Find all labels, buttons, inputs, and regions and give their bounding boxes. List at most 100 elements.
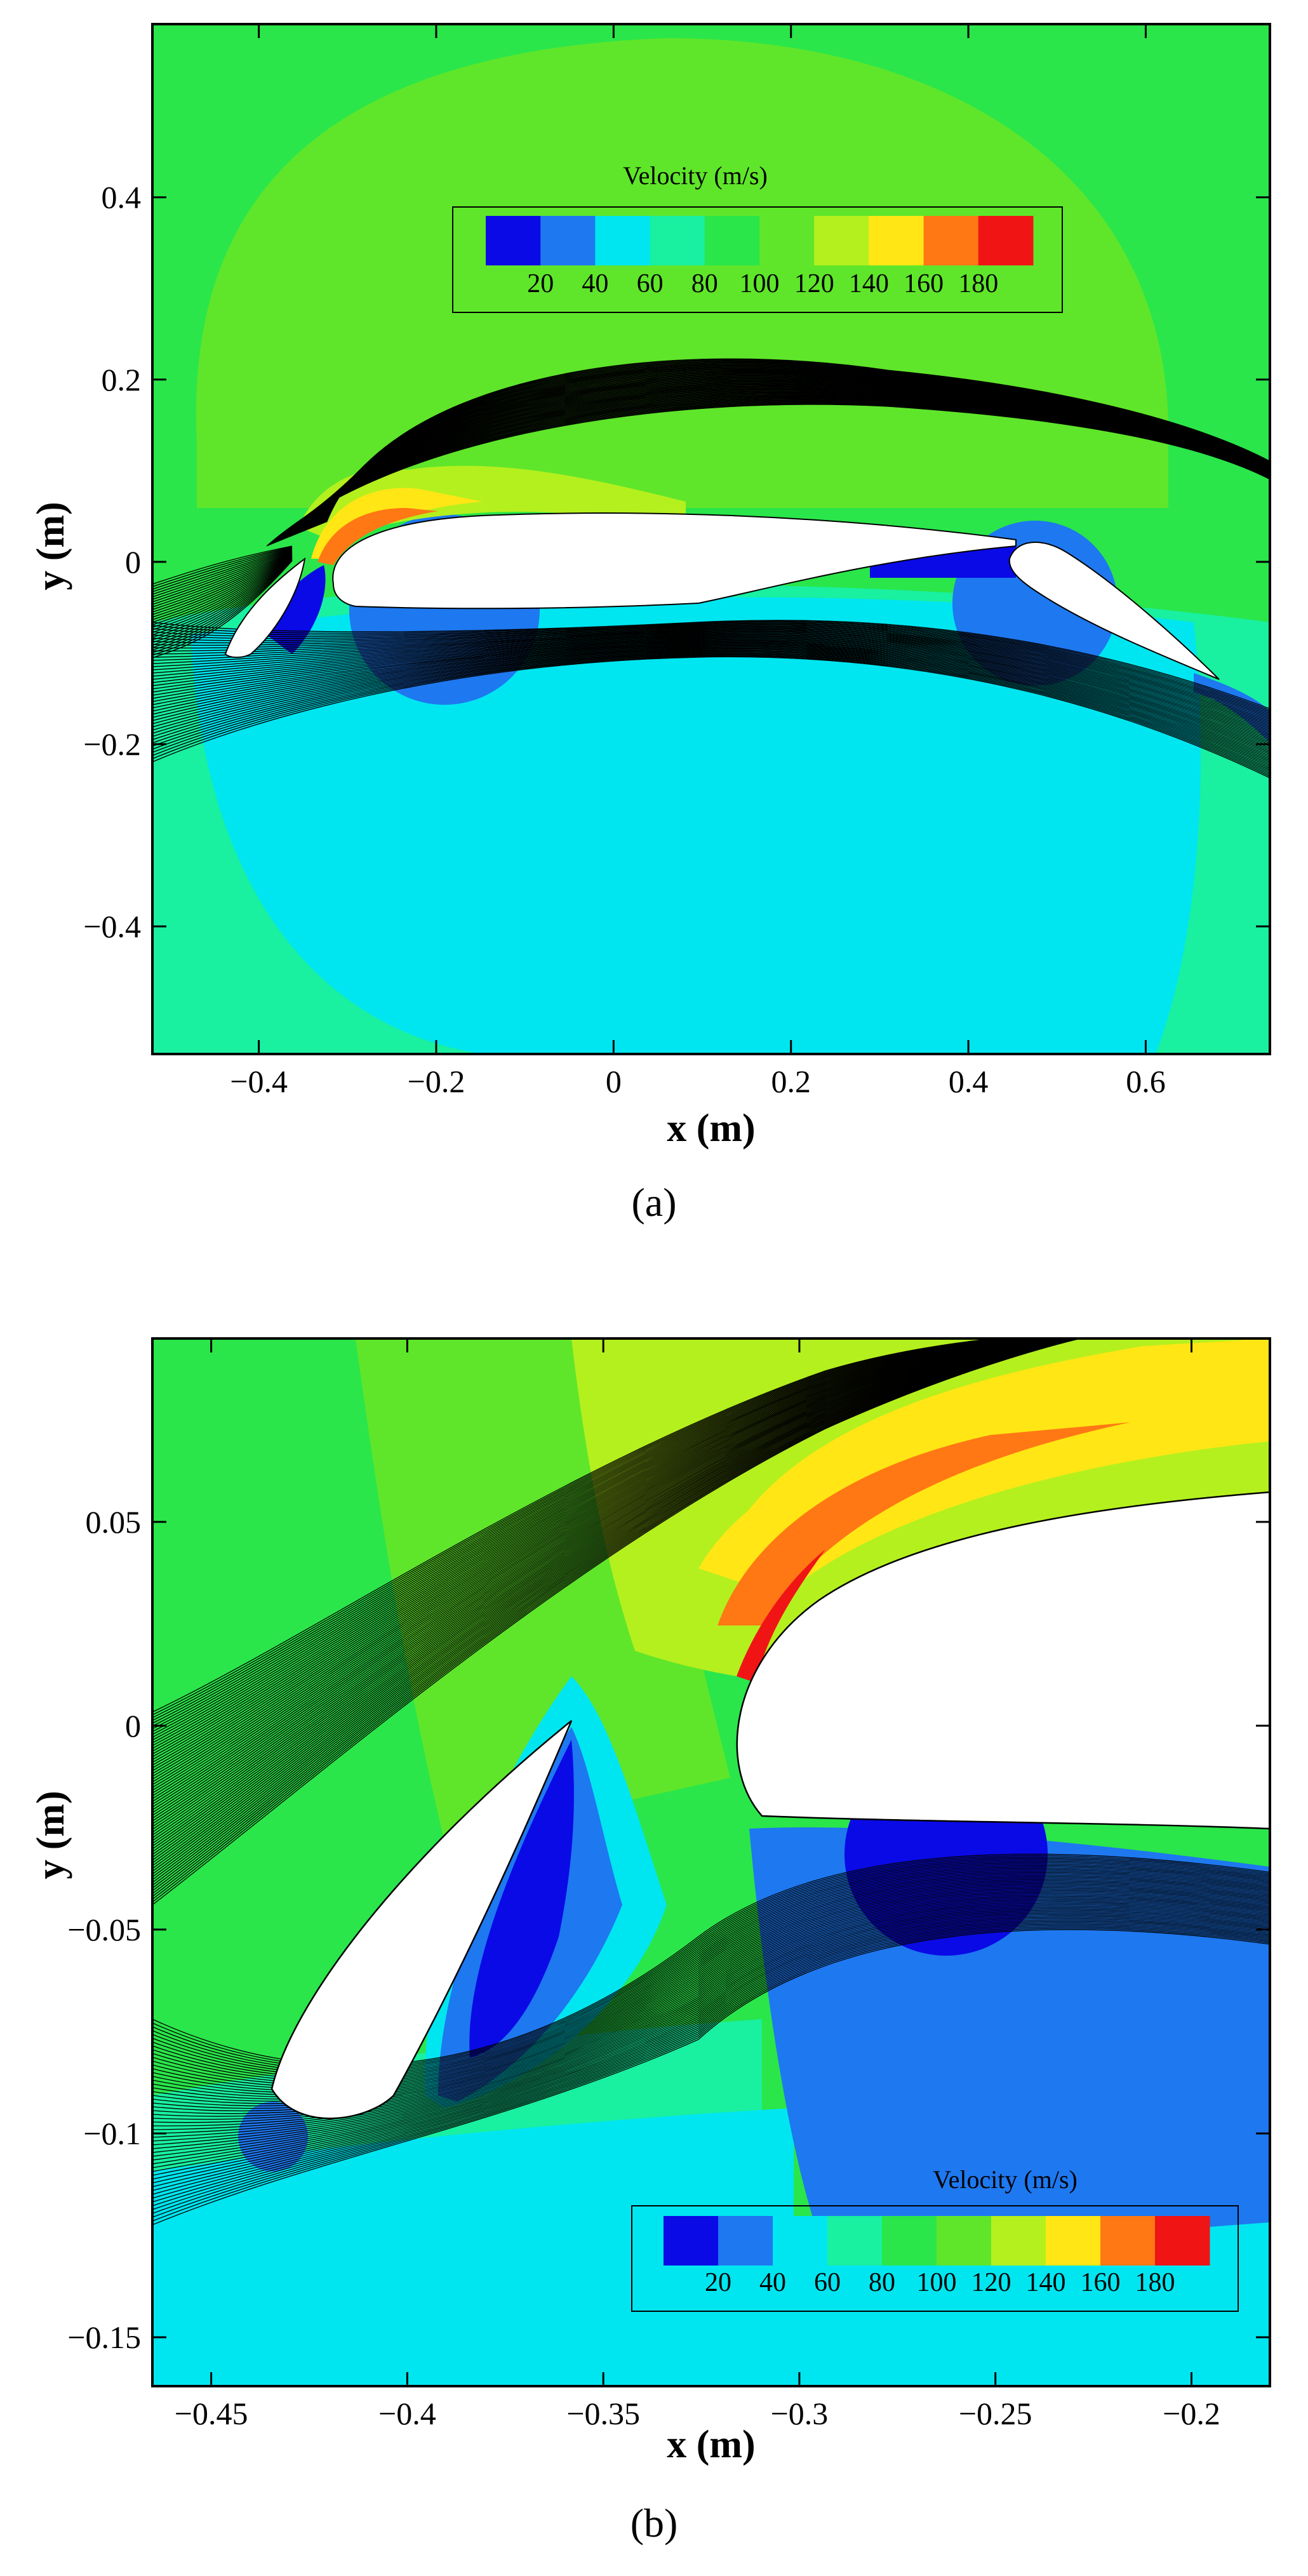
panel-a-legend-level-label: 20 bbox=[527, 269, 554, 298]
panel-b-streamline bbox=[152, 1919, 1270, 2199]
panel-b-streamline bbox=[152, 1338, 999, 1712]
panel-a-legend-swatch bbox=[650, 216, 705, 265]
panel-b-legend-level-label: 40 bbox=[759, 2268, 786, 2297]
panel-a-streamline bbox=[152, 549, 293, 600]
panel-b-legend-swatch bbox=[1100, 2216, 1156, 2266]
panel-b-legend-swatch bbox=[1155, 2216, 1210, 2266]
panel-b-streamline bbox=[152, 1338, 1024, 1738]
panel-b-contour-field bbox=[152, 1338, 1270, 2386]
panel-a-streamline bbox=[152, 626, 1270, 722]
panel-a-streamline bbox=[152, 638, 1270, 744]
panel-a-x-tick-label: 0 bbox=[606, 1064, 622, 1099]
panel-a-legend-box bbox=[452, 206, 1063, 313]
panel-a-slat bbox=[224, 557, 306, 658]
panel-b-streamline bbox=[152, 1897, 1270, 2138]
panel-a-streamline bbox=[152, 639, 1270, 745]
panel-a-streamline bbox=[152, 546, 293, 590]
panel-b-streamline bbox=[152, 1911, 1270, 2176]
panel-b-streamline bbox=[152, 1338, 1014, 1726]
panel-a-streamline bbox=[152, 639, 1270, 747]
panel-b-y-axis-label: y (m) bbox=[29, 1791, 72, 1879]
panel-a-streamline bbox=[152, 556, 293, 636]
panel-b-x-tick-label: −0.25 bbox=[959, 2396, 1032, 2431]
panel-a-streamline bbox=[152, 650, 1270, 768]
panel-a-streamline bbox=[152, 549, 293, 603]
panel-a-streamline bbox=[152, 629, 1270, 727]
panel-b-streamline bbox=[152, 1338, 1017, 1730]
panel-a-legend-level-label: 120 bbox=[794, 269, 834, 298]
panel-a-streamline bbox=[152, 642, 1270, 752]
panel-a-streamline bbox=[152, 632, 1270, 733]
panel-a-streamline bbox=[152, 644, 1270, 757]
panel-b-streamline bbox=[152, 1915, 1270, 2187]
panel-a-streamline bbox=[152, 552, 293, 620]
panel-a-legend-level-label: 100 bbox=[740, 269, 780, 298]
panel-a-legend-level-label: 160 bbox=[904, 269, 944, 298]
panel-a-streamline bbox=[279, 394, 1270, 542]
panel-b-streamline bbox=[152, 1922, 1270, 2206]
panel-a-legend-swatch bbox=[595, 216, 651, 265]
panel-a-legend-swatch bbox=[704, 216, 760, 265]
panel-a-streamline bbox=[152, 556, 293, 638]
panel-a-legend-swatch bbox=[486, 216, 541, 265]
panel-a-streamline bbox=[152, 551, 293, 613]
panel-a-legend: Velocity (m/s) 20 40 60 80 100 120 140 160 180 bbox=[452, 161, 1063, 313]
panel-b-axes: −0.45 −0.4 −0.35 −0.3 −0.25 −0.2 0.05 0 −0.05 −0.… bbox=[67, 1338, 1270, 2431]
panel-a-legend-level-label: 80 bbox=[691, 269, 718, 298]
panel-b-y-tick-label: 0 bbox=[125, 1708, 141, 1744]
panel-b-streamline bbox=[152, 1338, 1036, 1754]
panel-a-streamline bbox=[152, 646, 1270, 760]
panel-a-streamline bbox=[152, 648, 1270, 763]
panel-a-streamline bbox=[152, 641, 1270, 749]
panel-a-y-tick-label: −0.4 bbox=[83, 909, 141, 944]
panel-a-x-tick-label: 0.6 bbox=[1126, 1064, 1166, 1099]
panel-b-streamline bbox=[152, 1338, 1040, 1760]
panel-b-x-tick-label: −0.2 bbox=[1163, 2396, 1220, 2431]
panel-a-streamline bbox=[152, 628, 1270, 725]
panel-b-legend-level-label: 160 bbox=[1081, 2268, 1121, 2297]
panel-a-contour-field bbox=[152, 24, 1270, 1054]
panel-a-streamline bbox=[152, 557, 293, 646]
panel-a-streamline bbox=[278, 395, 1270, 542]
panel-a-streamline bbox=[152, 653, 1270, 773]
panel-a-streamline bbox=[152, 559, 293, 653]
panel-b-streamline bbox=[152, 1928, 1270, 2222]
panel-a-streamline bbox=[274, 398, 1270, 544]
panel-a-streamline bbox=[152, 551, 293, 610]
panel-b-streamline bbox=[152, 1338, 1008, 1721]
panel-a-streamline bbox=[276, 396, 1270, 543]
panel-b-x-tick-label: −0.35 bbox=[566, 2396, 640, 2431]
panel-a-streamline bbox=[152, 633, 1270, 735]
panel-a-y-tick-label: −0.2 bbox=[83, 726, 141, 762]
panel-a-x-tick-label: 0.4 bbox=[949, 1064, 989, 1099]
panel-b-caption: (b) bbox=[631, 2500, 678, 2546]
panel-a-axes: −0.4 −0.2 0 0.2 0.4 0.6 0.4 0.2 0 −0.2 −0.4 bbox=[83, 24, 1270, 1099]
panel-b-streamline bbox=[152, 1907, 1270, 2165]
panel-a-streamline bbox=[152, 549, 293, 605]
panel-a-streamline bbox=[152, 547, 293, 595]
panel-b-streamline bbox=[152, 1901, 1270, 2149]
panel-b-streamline bbox=[152, 1338, 1005, 1718]
panel-a-streamline bbox=[152, 559, 293, 656]
panel-b-legend-title: Velocity (m/s) bbox=[933, 2165, 1078, 2194]
panel-b-legend-swatch bbox=[664, 2216, 719, 2266]
panel-a-streamline bbox=[152, 560, 293, 658]
panel-b-streamline bbox=[152, 1899, 1270, 2142]
panel-b-streamline bbox=[152, 1902, 1270, 2153]
panel-b-streamline bbox=[152, 1908, 1270, 2168]
panel-b-x-tick-label: −0.45 bbox=[175, 2396, 248, 2431]
panel-b-streamline bbox=[152, 1338, 1022, 1735]
panel-a-streamline bbox=[152, 645, 1270, 758]
panel-a-y-axis-label: y (m) bbox=[29, 502, 72, 590]
panel-a-y-tick-label: 0.4 bbox=[102, 180, 142, 215]
panel-b-legend-level-label: 80 bbox=[869, 2268, 895, 2297]
panel-b-legend-level-label: 180 bbox=[1135, 2268, 1175, 2297]
panel-b-main-element bbox=[736, 1491, 1270, 1830]
panel-b-streamline bbox=[152, 1338, 1031, 1746]
panel-a-y-tick-label: 0.2 bbox=[102, 362, 142, 397]
panel-b-streamline bbox=[152, 1338, 1011, 1724]
panel-a-streamline bbox=[152, 555, 293, 633]
panel-b-streamline bbox=[152, 1912, 1270, 2180]
panel-a-x-axis-label: x (m) bbox=[667, 1107, 755, 1150]
panel-a-streamline bbox=[152, 557, 293, 643]
